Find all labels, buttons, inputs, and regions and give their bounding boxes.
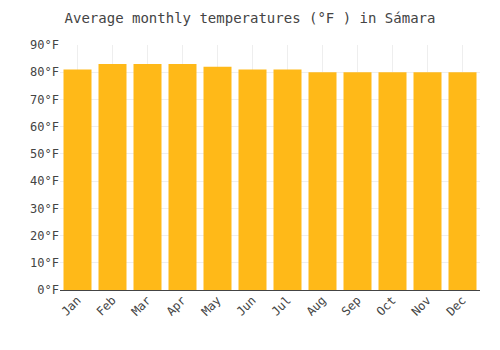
svg-text:Oct: Oct [374,293,399,318]
svg-text:60°F: 60°F [30,120,59,134]
svg-text:Jan: Jan [59,293,84,318]
svg-text:50°F: 50°F [30,147,59,161]
svg-text:Jul: Jul [269,293,294,318]
svg-text:40°F: 40°F [30,174,59,188]
svg-text:Sep: Sep [339,293,364,318]
svg-text:May: May [199,293,224,318]
svg-text:Jun: Jun [234,293,259,318]
svg-text:Average monthly temperatures (: Average monthly temperatures (°F ) in Sá… [65,10,436,26]
svg-text:Aug: Aug [304,293,329,318]
svg-text:70°F: 70°F [30,93,59,107]
svg-text:90°F: 90°F [30,38,59,52]
svg-text:30°F: 30°F [30,202,59,216]
svg-text:Nov: Nov [409,293,434,318]
svg-text:Feb: Feb [94,293,119,318]
svg-text:Apr: Apr [164,293,189,318]
svg-text:0°F: 0°F [37,283,59,297]
svg-text:Mar: Mar [129,293,154,318]
svg-text:10°F: 10°F [30,256,59,270]
svg-text:Dec: Dec [444,293,469,318]
svg-text:20°F: 20°F [30,229,59,243]
svg-text:80°F: 80°F [30,65,59,79]
